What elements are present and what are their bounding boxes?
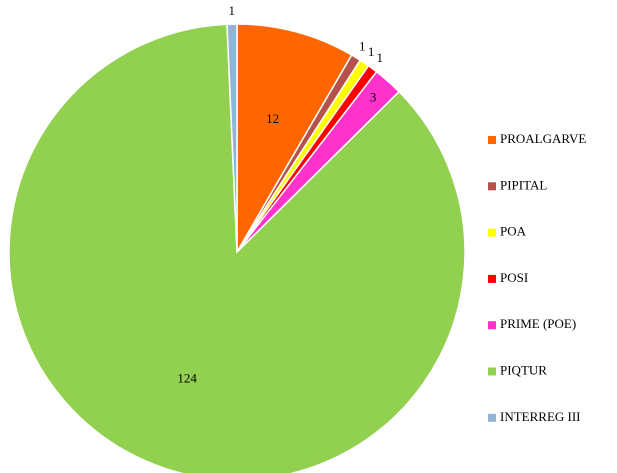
legend-label: POSI (500, 270, 528, 285)
legend-swatch (488, 413, 496, 422)
pie-slice (8, 23, 466, 473)
legend-swatch (488, 321, 496, 330)
data-label: 1 (377, 50, 384, 65)
data-label: 1 (368, 44, 375, 59)
data-label: 124 (177, 370, 197, 385)
legend-label: PIPITAL (500, 177, 547, 192)
legend-swatch (488, 274, 496, 283)
legend-label: PIQTUR (500, 362, 547, 377)
legend-label: POA (500, 224, 527, 239)
legend-swatch (488, 367, 496, 376)
data-label: 1 (359, 38, 366, 53)
legend-label: PROALGARVE (500, 131, 586, 146)
data-label: 12 (266, 111, 279, 126)
legend-label: INTERREG III (500, 409, 581, 424)
data-label: 3 (370, 89, 377, 104)
data-label: 1 (228, 3, 235, 18)
legend-swatch (488, 228, 496, 237)
legend-swatch (488, 136, 496, 144)
legend-label: PRIME (POE) (500, 316, 576, 331)
legend-swatch (488, 182, 496, 191)
pie-slice (226, 23, 238, 253)
pie-slice (236, 23, 353, 255)
